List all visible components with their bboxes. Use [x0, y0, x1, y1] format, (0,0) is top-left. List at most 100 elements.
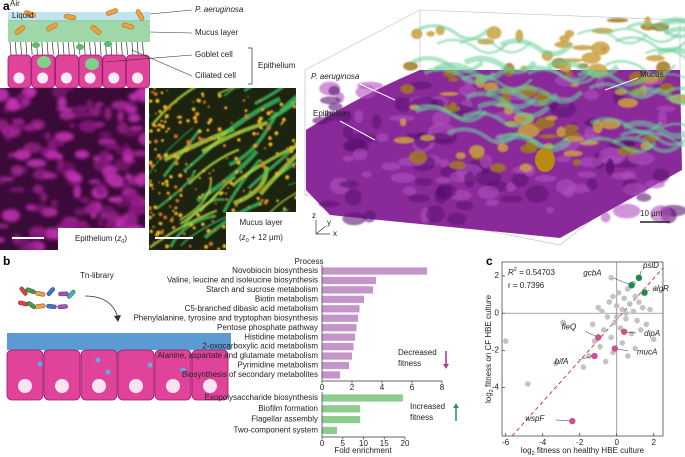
- mucus-strand: [224, 96, 281, 135]
- texture-spot: [49, 137, 62, 143]
- bacterium-blob: [519, 163, 533, 172]
- surface-bump: [511, 173, 529, 187]
- mucus-sheet: [459, 38, 531, 54]
- bacterium-dot: [166, 191, 170, 195]
- texture-spot: [7, 152, 16, 158]
- bacterium-dot: [257, 119, 262, 124]
- texture-spot: [88, 200, 97, 214]
- bacterium-blob: [420, 134, 435, 141]
- texture-spot: [0, 118, 9, 130]
- surface-bump: [394, 97, 412, 112]
- point: [619, 306, 626, 313]
- texture-spot: [95, 121, 105, 128]
- bacterium: [135, 9, 145, 21]
- surface-bump: [500, 195, 524, 203]
- bacterium-dot: [247, 205, 250, 208]
- bacterium-dot: [243, 174, 247, 178]
- library-bacterium: [46, 303, 57, 310]
- mucus-sheet: [510, 85, 584, 104]
- bacterium-dot: [294, 196, 296, 200]
- infection: [180, 367, 186, 373]
- infection: [95, 357, 101, 363]
- bacterium-dot: [261, 128, 264, 130]
- bacterium-dot: [224, 192, 227, 195]
- mucus-sheet: [653, 73, 685, 80]
- texture-spot: [51, 88, 68, 99]
- bacterium-dot: [240, 170, 243, 174]
- bacterium-dot: [177, 115, 181, 119]
- nucleus: [13, 72, 25, 84]
- bacterium-dot: [149, 215, 152, 220]
- surface-bump: [485, 199, 499, 206]
- bar: [322, 305, 360, 313]
- bacterium-dot: [237, 138, 241, 142]
- surface-bump: [439, 159, 450, 168]
- bacterium-dot: [164, 179, 169, 184]
- mucus-bubble: [32, 42, 40, 48]
- annotation: fitness: [398, 359, 421, 368]
- bacterium-dot: [261, 108, 265, 112]
- point: [643, 321, 650, 328]
- bacterium-dot: [235, 204, 238, 207]
- texture-spot: [115, 147, 135, 156]
- text-part: z: [241, 233, 246, 242]
- bacterium-dot: [201, 137, 205, 142]
- bacterium-dot: [152, 213, 155, 217]
- text-part: fitness on healthy HBE culture: [535, 446, 645, 455]
- texture-spot: [79, 196, 90, 204]
- x-tick-label: 0: [615, 438, 620, 447]
- infection: [147, 362, 153, 368]
- bacterium-dot: [260, 160, 263, 163]
- bacterium-dot: [261, 164, 266, 169]
- bacterium-dot: [201, 222, 205, 227]
- bacterium-dot: [247, 95, 249, 98]
- surface-bump: [555, 155, 572, 163]
- bacterium-dot: [198, 176, 201, 180]
- cell: [117, 349, 155, 401]
- point-label: gcbA: [583, 268, 601, 277]
- texture-spot: [59, 110, 75, 121]
- texture-spot: [16, 92, 30, 101]
- bacterium-dot: [225, 198, 229, 201]
- bacterium-dot: [235, 170, 239, 174]
- caption-box: [226, 212, 296, 250]
- cilium: [67, 41, 70, 56]
- point: [610, 293, 616, 300]
- mucus-strand: [231, 143, 296, 188]
- category-label: Pentose phosphate pathway: [217, 323, 318, 332]
- cilium: [52, 41, 54, 56]
- bacterium-dot: [169, 175, 173, 179]
- point: [636, 299, 642, 305]
- x-tick-label: 4: [380, 383, 385, 392]
- cell: [191, 349, 229, 401]
- bacterium-dot: [156, 128, 161, 132]
- texture-spot: [104, 106, 112, 121]
- highlight-point: [635, 274, 643, 282]
- text-part: 2: [532, 451, 535, 457]
- bacterium-dot: [236, 160, 241, 165]
- bacterium-dot: [182, 232, 186, 236]
- bacterium-dot: [174, 161, 179, 166]
- texture-spot: [13, 149, 31, 161]
- bacterium-dot: [256, 196, 260, 201]
- bacterium-dot: [162, 229, 164, 231]
- bacterium-dot: [252, 131, 256, 136]
- texture-spot: [116, 110, 124, 122]
- mucus-sheet: [588, 82, 661, 100]
- cilium: [30, 41, 33, 56]
- mucus-sheet: [476, 100, 550, 119]
- point: [626, 301, 633, 307]
- annotation: Decreased: [398, 348, 437, 357]
- mucus-sheet: [584, 136, 657, 154]
- bacterium-dot: [159, 230, 164, 235]
- bacterium-dot: [294, 142, 296, 145]
- mucus-sheet: [663, 86, 685, 94]
- label-leader: [613, 277, 632, 286]
- cilium: [9, 41, 12, 56]
- texture-spot: [26, 88, 35, 98]
- bacterium-blob: [403, 61, 418, 71]
- bacterium-dot: [158, 212, 163, 217]
- bracket: [248, 47, 253, 85]
- category-label: Valine, leucine and isoleucine biosynthe…: [167, 276, 318, 285]
- texture-spot: [111, 100, 131, 110]
